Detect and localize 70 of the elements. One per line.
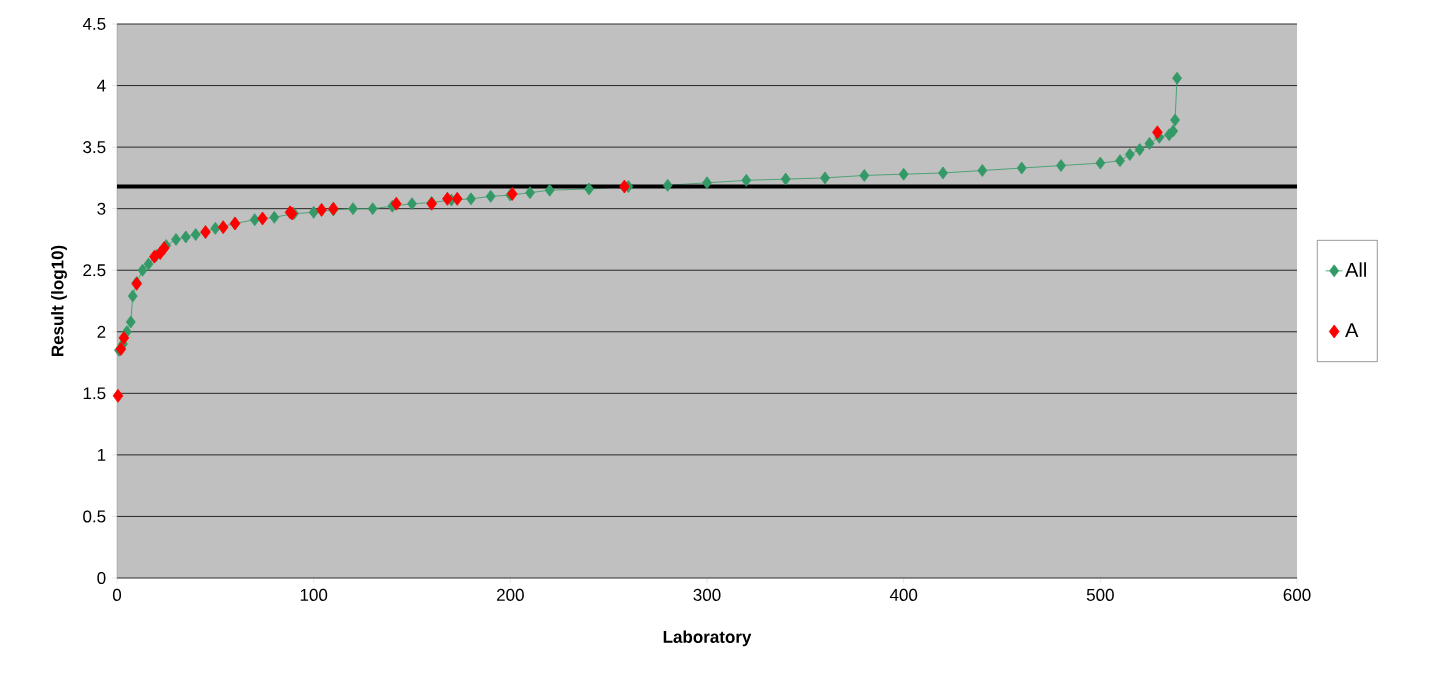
point [348,202,358,216]
point [180,230,191,244]
point [938,166,948,180]
y-tick-label: 2.5 [83,264,106,277]
point [1115,154,1125,168]
point [200,225,211,239]
y-tick-label: 2 [97,325,106,338]
y-tick-label: 3 [97,202,106,215]
point [442,191,453,206]
point [820,171,830,185]
point [257,211,268,226]
x-tick-label: 400 [889,588,918,601]
point [125,315,136,329]
point [137,263,148,277]
point [977,164,988,177]
x-tick-label: 300 [693,588,721,601]
point [1016,161,1027,175]
y-axis-title: Result (log10) [51,245,67,357]
point [1095,156,1106,170]
x-axis-title: Laboratory [663,630,752,647]
point [1134,143,1145,156]
point [407,197,417,211]
y-tick-label: 4.5 [82,18,106,30]
y-tick-label: 4 [97,79,106,92]
point [1124,148,1135,161]
point [780,172,791,186]
x-tick-label: 600 [1283,588,1311,601]
y-tick-label: 0.5 [83,510,106,523]
point [451,191,463,206]
point [1144,137,1155,150]
y-tick-label: 1 [97,449,106,461]
point [316,202,327,217]
point [171,233,181,246]
point [210,221,221,235]
point [662,178,673,192]
point [127,289,138,303]
point [1170,113,1180,127]
point [525,186,535,200]
point [249,213,260,227]
y-tick-label: 1.5 [83,387,106,400]
point [112,388,124,403]
point [741,173,752,187]
point [308,205,319,219]
point [1056,159,1066,172]
legend-label: A [1345,323,1359,338]
point [367,202,378,216]
x-tick-label: 0 [112,588,122,601]
point [619,179,630,194]
point [1168,124,1179,138]
x-tick-label: 200 [497,588,524,601]
point [584,182,594,196]
point [390,196,402,211]
point [544,183,555,197]
point [1152,125,1163,140]
point [143,257,154,271]
y-tick-label: 0 [97,571,106,585]
point [118,331,130,345]
x-tick-label: 500 [1086,588,1114,601]
point [898,167,909,181]
point [190,228,201,241]
point [217,220,229,235]
legend-label: All [1345,262,1366,277]
point [1172,71,1182,85]
x-tick-label: 100 [300,588,328,601]
point [485,189,496,203]
point [269,210,280,224]
point [859,169,870,182]
y-tick-label: 3.5 [83,141,106,154]
point [702,176,712,190]
point [466,192,476,206]
